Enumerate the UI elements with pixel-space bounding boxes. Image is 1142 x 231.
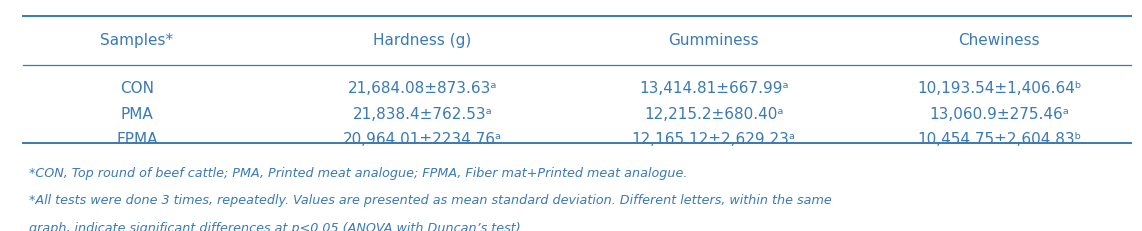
- Text: graph, indicate significant differences at p<0.05 (ANOVA with Duncan’s test).: graph, indicate significant differences …: [29, 222, 524, 231]
- Text: 13,060.9±275.46ᵃ: 13,060.9±275.46ᵃ: [930, 107, 1069, 122]
- Text: 13,414.81±667.99ᵃ: 13,414.81±667.99ᵃ: [638, 82, 789, 96]
- Text: *All tests were done 3 times, repeatedly. Values are presented as mean standard : *All tests were done 3 times, repeatedly…: [29, 195, 831, 207]
- Text: 10,454.75±2,604.83ᵇ: 10,454.75±2,604.83ᵇ: [917, 132, 1081, 147]
- Text: Samples*: Samples*: [100, 33, 174, 48]
- Text: Chewiness: Chewiness: [958, 33, 1040, 48]
- Text: 21,684.08±873.63ᵃ: 21,684.08±873.63ᵃ: [348, 82, 497, 96]
- Text: 12,215.2±680.40ᵃ: 12,215.2±680.40ᵃ: [644, 107, 783, 122]
- Text: CON: CON: [120, 82, 154, 96]
- Text: 10,193.54±1,406.64ᵇ: 10,193.54±1,406.64ᵇ: [917, 82, 1081, 96]
- Text: *CON, Top round of beef cattle; PMA, Printed meat analogue; FPMA, Fiber mat+Prin: *CON, Top round of beef cattle; PMA, Pri…: [29, 167, 687, 180]
- Text: Hardness (g): Hardness (g): [373, 33, 472, 48]
- Text: 21,838.4±762.53ᵃ: 21,838.4±762.53ᵃ: [353, 107, 492, 122]
- Text: Gumminess: Gumminess: [668, 33, 759, 48]
- Text: PMA: PMA: [121, 107, 153, 122]
- Text: 20,964.01±2234.76ᵃ: 20,964.01±2234.76ᵃ: [343, 132, 502, 147]
- Text: 12,165.12±2,629.23ᵃ: 12,165.12±2,629.23ᵃ: [632, 132, 796, 147]
- Text: FPMA: FPMA: [116, 132, 158, 147]
